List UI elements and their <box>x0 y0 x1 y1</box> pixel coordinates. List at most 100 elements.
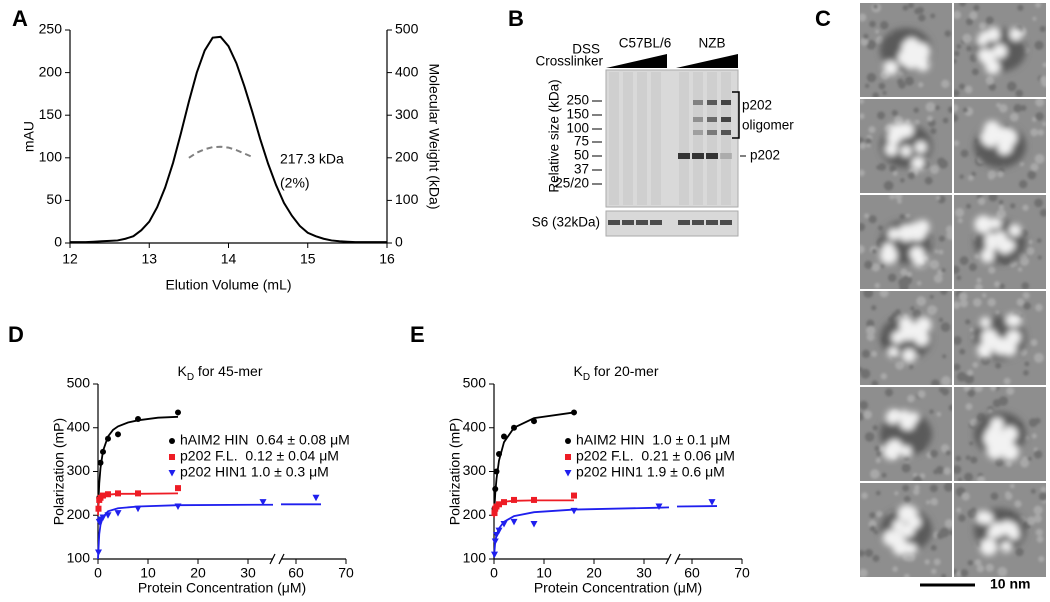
y-tick-label: 400 <box>463 418 487 434</box>
noise-speck <box>1033 514 1042 523</box>
noise-speck <box>1036 535 1044 543</box>
noise-speck <box>930 497 938 506</box>
noise-speck <box>976 564 985 573</box>
noise-speck <box>860 99 864 104</box>
noise-speck <box>878 163 886 171</box>
particle-blob <box>908 411 920 423</box>
noise-speck <box>969 11 978 20</box>
noise-speck <box>933 274 943 283</box>
x-tick-label: 20 <box>190 565 206 581</box>
lane-smear <box>707 72 717 205</box>
noise-speck <box>1028 418 1038 428</box>
noise-speck <box>998 204 1004 210</box>
particle-blob <box>885 143 898 156</box>
band <box>707 117 717 122</box>
particle-blob <box>977 342 993 358</box>
data-point <box>99 514 107 521</box>
noise-speck <box>905 119 910 124</box>
band <box>693 100 703 105</box>
noise-speck <box>972 361 979 368</box>
x-tick-label: 10 <box>536 565 552 581</box>
noise-speck <box>933 469 939 475</box>
y2-tick-label: 400 <box>395 63 419 79</box>
data-point <box>104 512 112 519</box>
noise-speck <box>942 354 947 359</box>
noise-speck <box>1015 89 1024 97</box>
particle-blob <box>911 156 925 170</box>
noise-speck <box>978 22 986 30</box>
noise-speck <box>959 3 967 7</box>
noise-speck <box>969 441 974 446</box>
particle-blob <box>916 58 930 72</box>
legend-label: p202 F.L. 0.21 ± 0.06 μM <box>576 448 735 464</box>
noise-speck <box>988 83 997 91</box>
particle-blob <box>1004 522 1019 537</box>
noise-speck <box>860 37 869 46</box>
noise-speck <box>900 268 908 276</box>
noise-speck <box>871 263 880 272</box>
data-point <box>114 510 122 517</box>
noise-speck <box>929 484 938 493</box>
noise-speck <box>878 82 886 90</box>
fit-curve <box>493 505 718 557</box>
particle-blob <box>905 506 917 518</box>
particle-blob <box>901 523 915 538</box>
data-point <box>531 418 537 425</box>
y-tick-label: 400 <box>67 418 91 434</box>
chart-title: KD for 20-mer <box>573 363 658 383</box>
micrograph <box>954 99 1046 193</box>
noise-speck <box>974 253 980 259</box>
legend-label: hAIM2 HIN 1.0 ± 0.1 μM <box>576 432 730 448</box>
noise-speck <box>877 225 884 231</box>
noise-speck <box>897 199 902 204</box>
noise-speck <box>958 514 966 522</box>
noise-speck <box>907 171 916 180</box>
data-point <box>500 521 508 528</box>
y-tick-label: 150 <box>39 106 63 122</box>
noise-speck <box>866 72 877 83</box>
noise-speck <box>930 127 937 135</box>
x-tick-label: 10 <box>140 565 156 581</box>
noise-speck <box>971 68 979 76</box>
noise-speck <box>868 215 877 224</box>
particle-blob <box>914 141 927 154</box>
band <box>721 100 731 105</box>
data-point <box>175 485 181 492</box>
y2-tick-label: 0 <box>395 234 403 250</box>
noise-speck <box>884 388 894 397</box>
x-tick-label: 0 <box>94 565 102 581</box>
noise-speck <box>868 126 876 134</box>
noise-speck <box>947 106 952 114</box>
y-tick-label: 500 <box>463 375 487 391</box>
y-tick-label: 100 <box>39 149 63 165</box>
data-point <box>95 505 102 512</box>
size-marker: 75 <box>574 134 589 149</box>
noise-speck <box>872 554 880 562</box>
noise-speck <box>936 411 942 417</box>
data-point <box>175 409 181 416</box>
band <box>692 153 704 159</box>
particle-blob <box>887 346 899 358</box>
noise-speck <box>864 213 870 219</box>
noise-speck <box>954 140 960 147</box>
legend-marker <box>169 454 175 460</box>
x-tick-label: 70 <box>734 565 750 581</box>
data-point <box>115 490 121 497</box>
scale-bar-label: 10 nm <box>990 576 1030 592</box>
noise-speck <box>894 115 903 125</box>
noise-speck <box>954 301 961 310</box>
micrograph <box>954 291 1046 385</box>
noise-speck <box>1023 302 1031 310</box>
particle-blob <box>1009 27 1023 41</box>
lane-smear <box>693 72 703 205</box>
noise-speck <box>964 472 974 481</box>
oligomer-label: oligomer <box>742 118 794 133</box>
data-point <box>496 451 502 457</box>
strain-label: NZB <box>699 36 726 51</box>
data-point <box>259 499 267 506</box>
noise-speck <box>871 350 878 357</box>
particle <box>880 28 932 76</box>
data-point <box>95 549 102 556</box>
noise-speck <box>941 79 950 89</box>
particle-blob <box>990 417 1004 431</box>
